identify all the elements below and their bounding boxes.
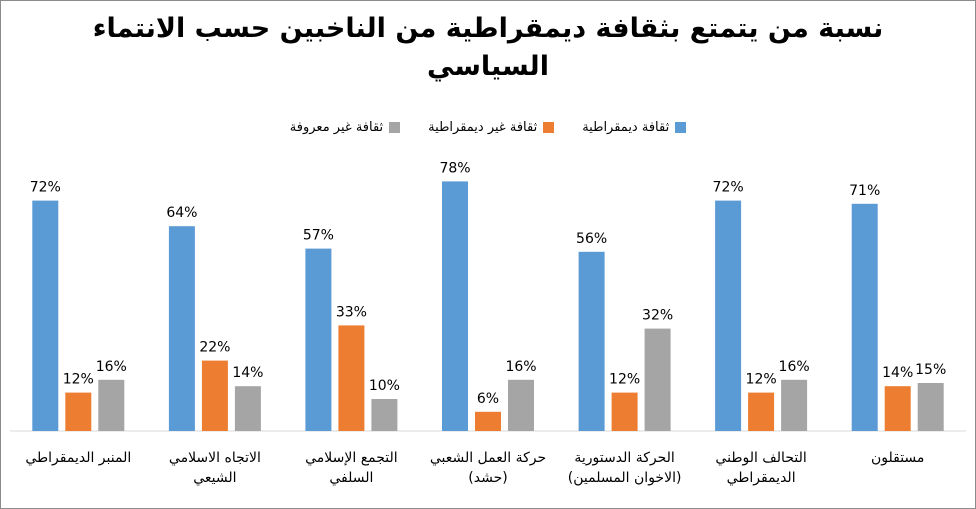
bar-series2-cat3 (338, 325, 365, 431)
data-label-series1-cat1: 72% (30, 180, 61, 196)
bar-series2-cat6 (748, 392, 775, 431)
category-label-6-line2: الديمقراطي (727, 470, 796, 486)
category-label-3-line2: السلفي (329, 470, 373, 486)
bar-series1-cat1 (32, 200, 59, 431)
legend-item-non-democratic: ثقافة غير ديمقراطية (428, 120, 555, 135)
data-label-series2-cat3: 33% (336, 304, 367, 320)
data-label-series3-cat2: 14% (232, 365, 263, 381)
bar-series3-cat2 (234, 386, 261, 431)
chart-title: نسبة من يتمتع بثقافة ديمقراطية من الناخب… (92, 13, 884, 82)
bar-series2-cat1 (65, 392, 92, 431)
bar-series2-cat2 (201, 360, 228, 431)
bar-series3-cat7 (917, 383, 944, 431)
category-label-5-line2: (الاخوان المسلمين) (568, 470, 682, 486)
data-label-series2-cat5: 12% (609, 372, 640, 388)
category-label-2-line1: الاتجاه الاسلامي (169, 450, 261, 466)
legend-label-unknown: ثقافة غير معروفة (289, 120, 384, 135)
category-label-1: المنبر الديمقراطي (25, 450, 131, 466)
bar-series2-cat4 (475, 411, 501, 431)
category-label-3-line1: التجمع الإسلامي (305, 450, 398, 466)
category-label-4-line2: (حشد) (468, 470, 507, 486)
data-label-series1-cat3: 57% (303, 228, 334, 244)
chart-legend: ثقافة ديمقراطية ثقافة غير ديمقراطية ثقاف… (0, 120, 976, 135)
bar-series3-cat4 (508, 379, 534, 431)
data-label-series1-cat4: 78% (439, 160, 470, 176)
bar-series2-cat7 (884, 386, 911, 431)
data-label-series2-cat7: 14% (882, 365, 913, 381)
data-label-series1-cat6: 72% (713, 180, 744, 196)
bar-series1-cat7 (851, 203, 878, 431)
legend-swatch-unknown (389, 122, 401, 133)
data-label-series3-cat1: 16% (96, 359, 127, 375)
data-label-series2-cat1: 12% (63, 372, 94, 388)
bar-series1-cat4 (442, 181, 468, 431)
legend-label-democratic: ثقافة ديمقراطية (582, 120, 670, 135)
bar-series3-cat6 (781, 379, 808, 431)
bar-series3-cat1 (98, 379, 125, 431)
data-label-series1-cat7: 71% (849, 183, 880, 199)
bar-series3-cat5 (644, 328, 671, 431)
category-label-7: مستقلون (871, 450, 924, 466)
category-label-5-line1: الحركة الدستورية (574, 450, 674, 466)
bar-series1-cat3 (305, 248, 332, 431)
bar-series1-cat6 (715, 200, 742, 431)
data-label-series3-cat4: 16% (505, 359, 536, 375)
bar-series2-cat5 (611, 392, 638, 431)
data-label-series1-cat5: 56% (576, 231, 607, 247)
bar-series1-cat5 (578, 251, 605, 431)
bar-series1-cat2 (168, 226, 195, 431)
category-label-2-line2: الشيعي (193, 470, 236, 486)
legend-swatch-democratic (675, 122, 687, 133)
category-label-6-line1: التحالف الوطني (715, 450, 806, 466)
bar-series3-cat3 (371, 399, 398, 431)
data-label-series2-cat6: 12% (746, 372, 777, 388)
legend-item-unknown: ثقافة غير معروفة (289, 120, 401, 135)
data-label-series3-cat5: 32% (642, 308, 673, 324)
data-label-series2-cat4: 6% (477, 391, 499, 407)
legend-label-non-democratic: ثقافة غير ديمقراطية (428, 120, 538, 135)
data-label-series2-cat2: 22% (199, 340, 230, 356)
data-label-series3-cat7: 15% (915, 362, 946, 378)
data-label-series3-cat3: 10% (369, 378, 400, 394)
category-label-4-line1: حركة العمل الشعبي (430, 450, 546, 466)
data-label-series1-cat2: 64% (166, 205, 197, 221)
legend-item-democratic: ثقافة ديمقراطية (582, 120, 687, 135)
legend-swatch-non-democratic (543, 122, 555, 133)
data-label-series3-cat6: 16% (779, 359, 810, 375)
